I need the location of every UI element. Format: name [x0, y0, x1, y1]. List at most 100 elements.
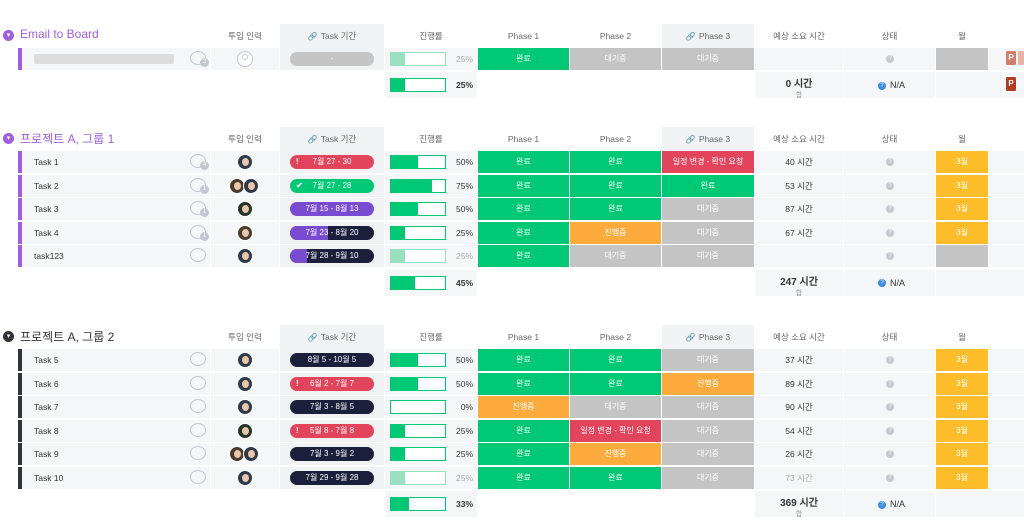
month-cell[interactable]: 3월: [936, 467, 988, 489]
column-header-person[interactable]: 투입 인력: [211, 127, 279, 151]
avatar[interactable]: [243, 177, 259, 194]
question-icon[interactable]: ?: [886, 450, 894, 459]
comment-bubble-icon[interactable]: [190, 399, 206, 414]
table-row[interactable]: Task 1 4! 7월 27 - 30 50% 완료 완료 일정 변경 - 확인 요청 40…: [0, 151, 1024, 174]
month-cell[interactable]: 3월: [936, 396, 988, 419]
column-header-month[interactable]: 월: [936, 24, 988, 48]
timeline-cell[interactable]: -: [280, 48, 384, 70]
month-cell[interactable]: 3월: [936, 349, 988, 371]
item-name[interactable]: [34, 54, 174, 64]
item-name-cell[interactable]: Task 9: [18, 443, 210, 466]
question-icon[interactable]: ?: [886, 181, 894, 190]
person-cell[interactable]: [211, 221, 279, 244]
timeline-pill[interactable]: 7월 23 - 8월 20: [290, 225, 374, 240]
status-label-p2[interactable]: 대기중: [570, 245, 661, 268]
person-cell[interactable]: [211, 198, 279, 221]
column-header-phase3[interactable]: 🔗 Phase 3: [662, 24, 754, 48]
table-row[interactable]: Task 2 1 ✔ 7월 27 - 28 75% 완료 완료 완료 53 시간? 3월: [0, 174, 1024, 198]
question-icon[interactable]: ?: [886, 158, 894, 166]
timeline-pill[interactable]: 7월 15 - 8월 13: [290, 202, 374, 217]
timeline-pill[interactable]: ! 6월 2 - 7월 7: [290, 376, 374, 391]
files-cell[interactable]: [989, 221, 1024, 244]
person-cell[interactable]: [211, 372, 279, 395]
table-row[interactable]: Task 7 7월 3 - 8월 5 0% 진행중 대기중 대기중 90 시간? 3월: [0, 396, 1024, 419]
person-cell[interactable]: [211, 151, 279, 173]
column-header-status[interactable]: 상태: [844, 127, 935, 151]
question-icon[interactable]: ?: [886, 205, 894, 214]
item-name[interactable]: Task 9: [34, 449, 59, 460]
column-header-phase1[interactable]: Phase 1: [478, 325, 569, 349]
column-header-status[interactable]: 상태: [844, 24, 935, 48]
column-header-person[interactable]: 투입 인력: [211, 325, 279, 349]
group-title[interactable]: 프로젝트 A, 그룹 2: [20, 330, 115, 344]
status-label-p2[interactable]: 완료: [570, 174, 661, 197]
files-cell[interactable]: [989, 396, 1024, 419]
timeline-pill[interactable]: ! 7월 27 - 30: [290, 155, 374, 169]
ppt-file-icon[interactable]: P: [1006, 77, 1016, 92]
column-header-month[interactable]: 월: [936, 127, 988, 151]
avatar[interactable]: [237, 154, 253, 170]
status-label-p3[interactable]: 대기중: [662, 443, 754, 466]
status-label-p2[interactable]: 완료: [570, 372, 661, 395]
status-label-p1[interactable]: 완료: [478, 174, 569, 197]
status-cell[interactable]: ?: [844, 48, 935, 70]
files-cell[interactable]: [989, 419, 1024, 442]
table-row[interactable]: task123 7월 28 - 9월 10 25% 완료 대기중 대기중?: [0, 245, 1024, 268]
timeline-cell[interactable]: 7월 23 - 8월 20: [280, 221, 384, 244]
comment-bubble-icon[interactable]: [190, 352, 206, 366]
files-cell[interactable]: [989, 245, 1024, 268]
status-label-p3[interactable]: 진행중: [662, 372, 754, 395]
status-label-p3[interactable]: 대기중: [662, 245, 754, 268]
comment-bubble-icon[interactable]: 1: [190, 201, 209, 218]
estimate-cell[interactable]: 37 시간: [755, 349, 843, 371]
person-cell[interactable]: [211, 419, 279, 442]
status-cell[interactable]: ?: [844, 221, 935, 244]
item-name[interactable]: Task 1: [34, 157, 59, 167]
status-label-p2[interactable]: 대기중: [570, 396, 661, 419]
timeline-pill[interactable]: 7월 29 - 9월 28: [290, 471, 374, 485]
item-name-cell[interactable]: task123: [18, 245, 210, 268]
avatar[interactable]: [237, 201, 253, 218]
estimate-cell[interactable]: 73 시간: [755, 467, 843, 489]
status-cell[interactable]: ?: [844, 245, 935, 268]
status-label-p2[interactable]: 완료: [570, 467, 661, 489]
month-cell[interactable]: 3월: [936, 419, 988, 442]
person-cell[interactable]: [211, 396, 279, 419]
timeline-cell[interactable]: ! 6월 2 - 7월 7: [280, 372, 384, 395]
status-cell[interactable]: ?: [844, 419, 935, 442]
status-label-p3[interactable]: 대기중: [662, 396, 754, 419]
status-cell[interactable]: ?: [844, 151, 935, 173]
status-label-p1[interactable]: 완료: [478, 221, 569, 244]
question-icon[interactable]: ?: [886, 228, 894, 237]
status-cell[interactable]: ?: [844, 198, 935, 221]
question-icon[interactable]: ?: [886, 403, 894, 412]
question-icon[interactable]: ?: [886, 474, 894, 482]
timeline-cell[interactable]: 7월 29 - 9월 28: [280, 467, 384, 489]
status-cell[interactable]: ?: [844, 467, 935, 489]
timeline-cell[interactable]: ! 5월 8 - 7월 8: [280, 419, 384, 442]
timeline-cell[interactable]: 8월 5 - 10월 5: [280, 349, 384, 371]
timeline-pill[interactable]: ! 5월 8 - 7월 8: [290, 423, 374, 438]
column-header-phase3[interactable]: 🔗 Phase 3: [662, 325, 754, 349]
status-label-p1[interactable]: 완료: [478, 245, 569, 268]
month-cell[interactable]: 3월: [936, 372, 988, 395]
timeline-cell[interactable]: 7월 15 - 8월 13: [280, 198, 384, 221]
column-header-estimate[interactable]: 예상 소요 시간: [755, 24, 843, 48]
avatar[interactable]: [237, 422, 253, 439]
estimate-cell[interactable]: [755, 48, 843, 70]
item-name-cell[interactable]: Task 7: [18, 396, 210, 419]
files-cell[interactable]: [989, 198, 1024, 221]
status-label-p1[interactable]: 진행중: [478, 396, 569, 419]
month-cell[interactable]: [936, 245, 988, 268]
month-cell[interactable]: 3월: [936, 174, 988, 197]
files-cell[interactable]: [989, 174, 1024, 197]
item-name-cell[interactable]: 2: [18, 48, 210, 70]
status-label-p2[interactable]: 진행중: [570, 221, 661, 244]
status-cell[interactable]: ?: [844, 372, 935, 395]
status-label-p3[interactable]: 대기중: [662, 419, 754, 442]
person-cell[interactable]: [211, 443, 279, 466]
item-name[interactable]: Task 5: [34, 355, 59, 365]
question-icon[interactable]: ?: [886, 252, 894, 261]
comment-bubble-icon[interactable]: 4: [190, 154, 209, 170]
column-header-status[interactable]: 상태: [844, 325, 935, 349]
